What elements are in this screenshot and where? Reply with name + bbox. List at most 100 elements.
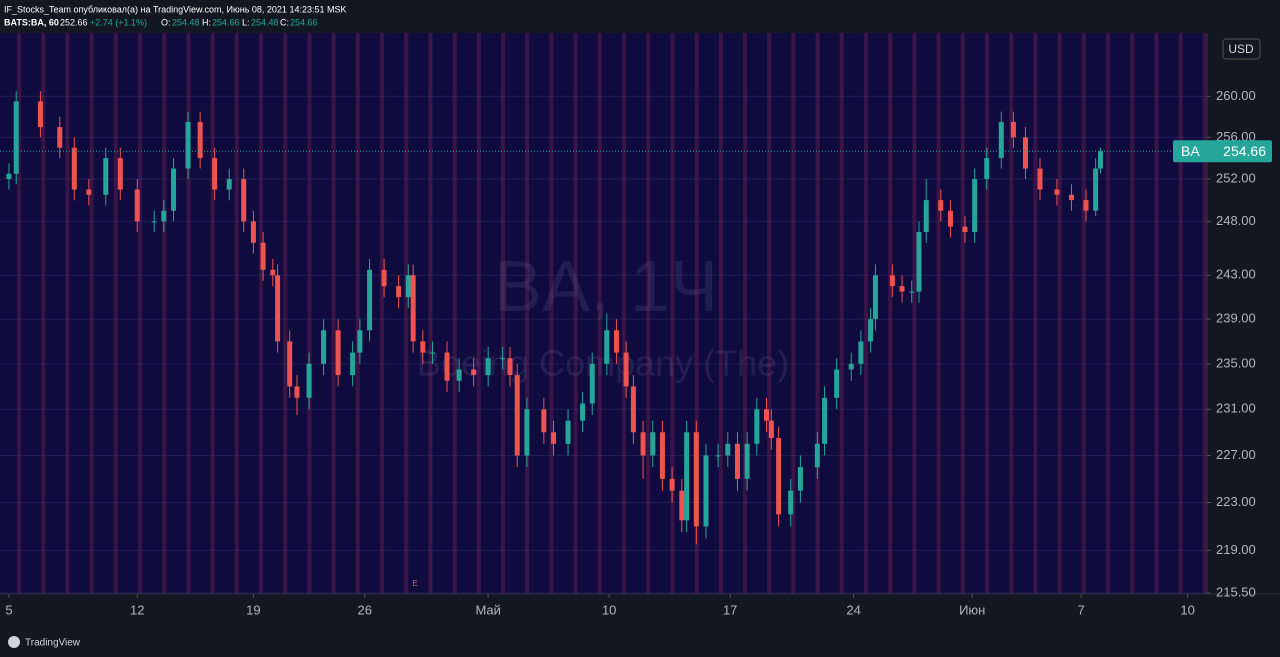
earnings-marker: E [412, 579, 417, 588]
x-tick-label: Май [475, 602, 500, 617]
x-tick-label: 24 [846, 602, 860, 617]
candle-body [471, 369, 477, 376]
candle-body [580, 403, 586, 421]
candle-body [848, 363, 854, 370]
symbol: BATS:BA, 60 [4, 17, 59, 27]
c-label: C: [280, 17, 289, 27]
candle-body [998, 121, 1004, 159]
candle-body [6, 173, 12, 180]
candle-body [551, 432, 557, 444]
candle-body [1093, 168, 1099, 211]
candle-body [744, 443, 750, 479]
candle-body [260, 242, 266, 270]
legend: BATS:BA, 60 252.66 +2.74 (+1.1%) O: 254.… [4, 17, 318, 27]
candle-body [197, 121, 203, 159]
h-label: H: [202, 17, 211, 27]
publisher: IF_Stocks_Team опубликовал(а) на Trading… [4, 4, 346, 14]
x-tick-label: 12 [130, 602, 144, 617]
candle-body [37, 101, 43, 128]
candle-body [768, 420, 774, 439]
candle-body [776, 438, 782, 515]
logo [8, 636, 20, 648]
y-tick-label: 223.00 [1216, 494, 1256, 509]
y-tick-label: 227.00 [1216, 447, 1256, 462]
candle-body [613, 330, 619, 353]
candle-body [1054, 189, 1060, 195]
footer-bar [0, 628, 1280, 657]
candle-body [524, 409, 530, 456]
candle-body [650, 432, 656, 456]
candle-body [335, 330, 341, 376]
candle-body [185, 121, 191, 169]
candle-body [275, 275, 281, 342]
y-tick-label: 231.00 [1216, 401, 1256, 416]
candle-body [212, 158, 218, 190]
candle-body [350, 352, 356, 376]
candle-body [1022, 137, 1028, 169]
candle-body [604, 330, 610, 364]
candle-body [456, 369, 462, 381]
y-tick-label: 252.00 [1216, 170, 1256, 185]
candle-body [294, 386, 300, 398]
candle-body [703, 455, 709, 527]
currency: USD [1228, 42, 1254, 56]
last-price-box [1173, 140, 1272, 163]
candle-body [1068, 194, 1074, 201]
x-tick-label: 10 [602, 602, 616, 617]
candle-body [972, 179, 978, 233]
candle-body [161, 210, 167, 222]
x-tick-label: Июн [959, 602, 985, 617]
candle-body [117, 158, 123, 190]
candle-body [1037, 168, 1043, 190]
candle-body [13, 101, 19, 174]
candle-body [565, 420, 571, 444]
candle-body [630, 386, 636, 433]
candle-body [250, 221, 256, 243]
watermark-subtitle: Boeing Company (The) [417, 343, 789, 384]
low: 254.48 [251, 17, 279, 27]
candle-body [485, 358, 491, 376]
candle-body [1010, 121, 1016, 138]
candle-body [306, 363, 312, 398]
candle-body [899, 286, 905, 292]
open: 254.48 [172, 17, 200, 27]
candle-body [659, 432, 665, 479]
candle-body [669, 478, 675, 491]
candle-body [405, 275, 411, 298]
candle-body [640, 432, 646, 456]
candle-body [420, 341, 426, 353]
candle-body [947, 210, 953, 227]
candle-body [868, 319, 874, 342]
candle-body [321, 330, 327, 364]
candle-body [134, 189, 140, 222]
x-tick-label: 7 [1078, 602, 1085, 617]
last-price-name: BA [1181, 143, 1200, 159]
candle-body [430, 352, 436, 354]
candle-body [381, 269, 387, 287]
candle-body [909, 291, 915, 293]
candle-body [715, 455, 721, 457]
candle-body [814, 443, 820, 468]
o-label: O: [161, 17, 171, 27]
candle-body [797, 467, 803, 491]
candle-body [734, 443, 740, 479]
y-tick-label: 215.50 [1216, 584, 1256, 599]
candle-body [270, 269, 276, 276]
candle-body [725, 443, 731, 456]
y-tick-label: 219.00 [1216, 542, 1256, 557]
change: +2.74 (+1.1%) [90, 17, 147, 27]
candle-body [410, 275, 416, 342]
x-tick-label: 17 [723, 602, 737, 617]
candle-body [679, 490, 685, 521]
y-tick-label: 260.00 [1216, 88, 1256, 103]
candle-body [764, 409, 770, 421]
candle-body [788, 490, 794, 515]
brand: TradingView [25, 638, 81, 649]
candle-body [1098, 151, 1104, 169]
candle-body [822, 397, 828, 444]
candle-body [984, 158, 990, 180]
candle-body [514, 375, 520, 456]
x-tick-label: 26 [358, 602, 372, 617]
